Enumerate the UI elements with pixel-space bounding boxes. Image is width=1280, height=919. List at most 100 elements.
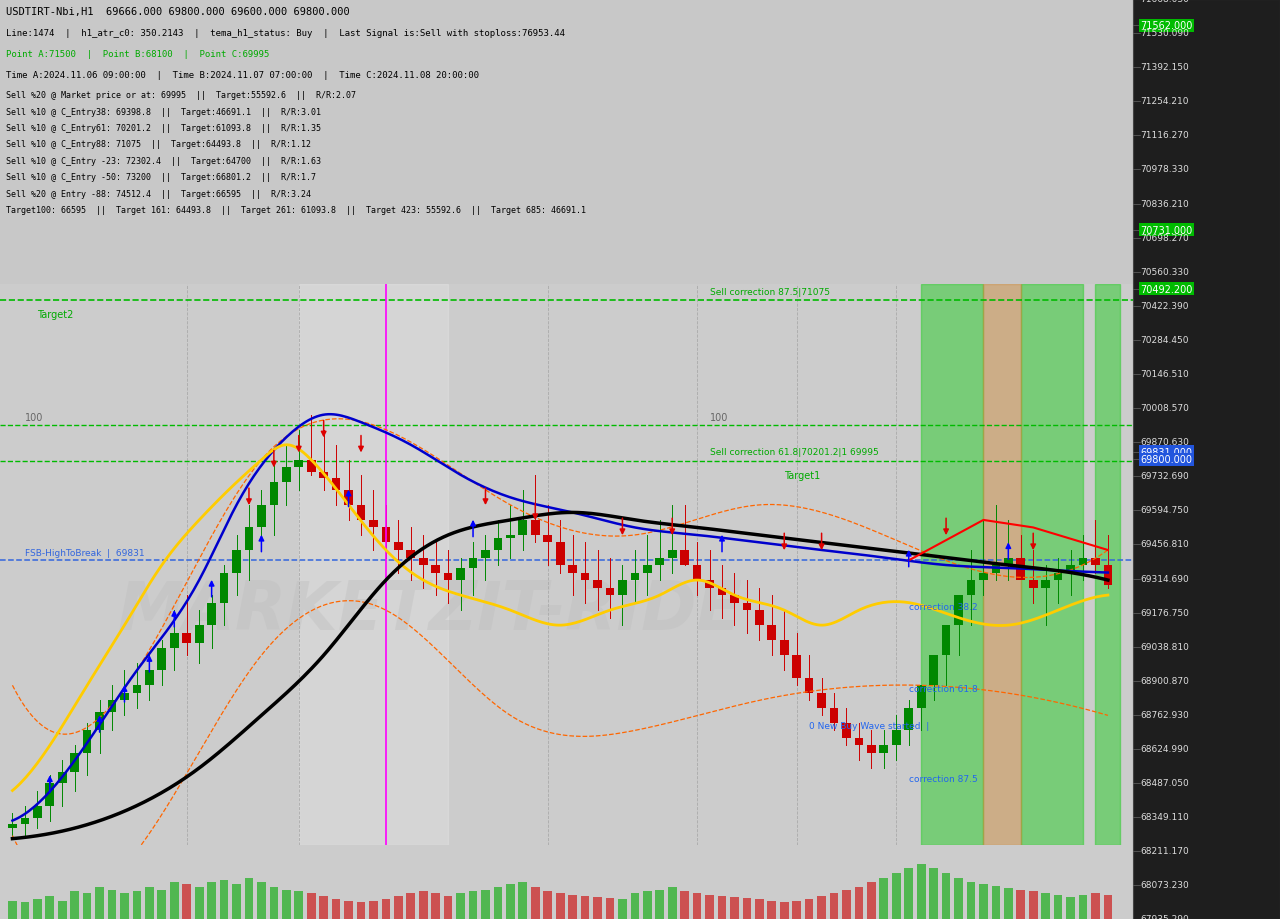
Text: Sell correction 61.8|70201.2|1 69995: Sell correction 61.8|70201.2|1 69995: [709, 448, 878, 457]
Bar: [1029, 581, 1038, 588]
Bar: [83, 893, 91, 919]
Bar: [929, 655, 938, 686]
Bar: [518, 882, 527, 919]
Bar: [8, 823, 17, 828]
Bar: [407, 550, 415, 558]
Bar: [307, 893, 316, 919]
Bar: [1079, 895, 1088, 919]
Bar: [419, 891, 428, 919]
Bar: [8, 901, 17, 919]
Bar: [855, 738, 863, 745]
Text: 70698.270: 70698.270: [1140, 234, 1189, 244]
Bar: [805, 899, 814, 919]
Bar: [1004, 888, 1012, 919]
Bar: [805, 678, 814, 693]
Text: 70560.330: 70560.330: [1140, 268, 1189, 278]
Bar: [33, 806, 42, 818]
Text: Sell correction 87.5|71075: Sell correction 87.5|71075: [709, 288, 829, 296]
Bar: [755, 610, 764, 626]
Text: Sell %20 @ Market price or at: 69995  ||  Target:55592.6  ||  R/R:2.07: Sell %20 @ Market price or at: 69995 || …: [5, 91, 356, 100]
Text: 69732.690: 69732.690: [1140, 472, 1189, 481]
Bar: [643, 891, 652, 919]
Bar: [718, 896, 726, 919]
Bar: [170, 882, 179, 919]
Bar: [95, 712, 104, 731]
Text: 68900.870: 68900.870: [1140, 676, 1189, 686]
Bar: [195, 626, 204, 643]
Bar: [942, 626, 951, 655]
Bar: [195, 887, 204, 919]
Bar: [431, 893, 440, 919]
Bar: [270, 482, 278, 505]
Bar: [381, 899, 390, 919]
Bar: [705, 581, 714, 588]
Bar: [357, 902, 365, 919]
Bar: [518, 520, 527, 536]
Bar: [929, 868, 938, 919]
Bar: [780, 641, 788, 655]
Bar: [680, 550, 689, 565]
Bar: [344, 491, 353, 505]
Bar: [942, 873, 951, 919]
Bar: [58, 773, 67, 783]
Bar: [680, 891, 689, 919]
Bar: [668, 550, 677, 558]
Bar: [257, 505, 266, 528]
Bar: [182, 633, 191, 643]
Bar: [556, 893, 564, 919]
Bar: [544, 891, 552, 919]
Text: 69314.690: 69314.690: [1140, 575, 1189, 584]
Bar: [668, 887, 677, 919]
Bar: [307, 460, 316, 472]
Text: 100: 100: [24, 413, 44, 423]
Bar: [979, 573, 988, 581]
Bar: [718, 588, 726, 596]
Bar: [120, 893, 129, 919]
Text: 70978.330: 70978.330: [1140, 165, 1189, 175]
Text: 68073.230: 68073.230: [1140, 880, 1189, 890]
Bar: [298, 285, 448, 845]
Bar: [270, 887, 278, 919]
Bar: [357, 505, 365, 520]
Bar: [83, 731, 91, 754]
Bar: [916, 686, 925, 708]
Text: 68211.170: 68211.170: [1140, 846, 1189, 856]
Bar: [954, 596, 963, 626]
Bar: [1042, 893, 1050, 919]
Bar: [593, 581, 602, 588]
Text: Sell %20 @ Entry -88: 74512.4  ||  Target:66595  ||  R/R:3.24: Sell %20 @ Entry -88: 74512.4 || Target:…: [5, 189, 311, 199]
Bar: [468, 891, 477, 919]
Text: MARKETZIT-RIDE: MARKETZIT-RIDE: [118, 577, 742, 643]
Bar: [120, 693, 129, 700]
Bar: [444, 573, 453, 581]
Bar: [332, 478, 340, 491]
Bar: [95, 887, 104, 919]
Bar: [992, 565, 1000, 573]
Bar: [108, 700, 116, 712]
Bar: [70, 891, 79, 919]
Bar: [568, 895, 577, 919]
Bar: [157, 890, 166, 919]
Bar: [605, 588, 614, 596]
Bar: [1020, 285, 1083, 845]
Text: Sell %10 @ C_Entry61: 70201.2  ||  Target:61093.8  ||  R/R:1.35: Sell %10 @ C_Entry61: 70201.2 || Target:…: [5, 124, 321, 133]
Text: 67935.290: 67935.290: [1140, 914, 1189, 919]
Bar: [916, 864, 925, 919]
Text: Sell %10 @ C_Entry88: 71075  ||  Target:64493.8  ||  R/R:1.12: Sell %10 @ C_Entry88: 71075 || Target:64…: [5, 141, 311, 149]
Text: Target1: Target1: [785, 471, 820, 481]
Bar: [742, 898, 751, 919]
Bar: [1091, 558, 1100, 565]
Bar: [20, 902, 29, 919]
Bar: [631, 573, 639, 581]
Bar: [618, 899, 627, 919]
Bar: [768, 901, 776, 919]
Text: Target100: 66595  ||  Target 161: 64493.8  ||  Target 261: 61093.8  ||  Target 4: Target100: 66595 || Target 161: 64493.8 …: [5, 206, 586, 215]
Bar: [879, 878, 888, 919]
Bar: [780, 902, 788, 919]
Bar: [905, 868, 913, 919]
Bar: [157, 648, 166, 671]
Bar: [544, 536, 552, 543]
Bar: [892, 731, 901, 745]
Bar: [207, 603, 216, 626]
Bar: [294, 460, 303, 468]
